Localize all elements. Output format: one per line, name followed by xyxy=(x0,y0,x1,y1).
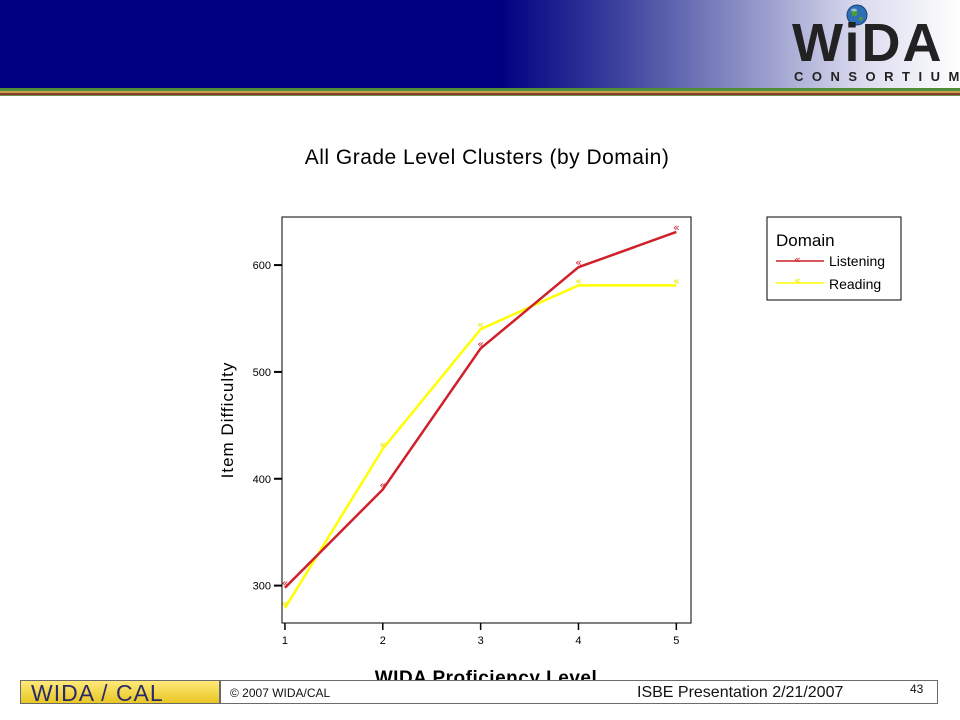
footer-bar xyxy=(220,680,938,704)
series-line-listening xyxy=(284,230,677,589)
footer-brand-box: WIDA / CAL xyxy=(20,680,220,706)
y-axis-label: Item Difficulty xyxy=(218,362,237,479)
series-point-reading: « xyxy=(282,597,289,610)
x-tick-label: 2 xyxy=(380,635,386,647)
x-ticks: 1 2 3 4 5 xyxy=(282,623,679,647)
logo-subtitle: CONSORTIUM xyxy=(794,69,960,84)
header-stripe-red xyxy=(0,93,960,95)
y-tick-label: 600 xyxy=(253,260,271,272)
legend-marker-reading: « xyxy=(794,274,801,287)
header-stripe-green xyxy=(0,88,960,91)
x-tick-label: 3 xyxy=(478,635,484,647)
series-point-reading: « xyxy=(673,274,680,287)
y-tick-label: 400 xyxy=(253,474,271,486)
legend-box xyxy=(766,216,902,301)
series-point-reading: « xyxy=(379,438,386,451)
footer-presentation: ISBE Presentation 2/21/2007 xyxy=(637,684,844,701)
series-point-listening: « xyxy=(673,221,680,234)
logo-wordmark: WiDA xyxy=(792,13,944,73)
series-point-listening: « xyxy=(575,256,582,269)
page-number: 43 xyxy=(910,682,924,696)
plot-area xyxy=(281,216,692,624)
y-ticks: 300 400 500 600 xyxy=(253,260,282,593)
y-tick-label: 300 xyxy=(253,581,271,593)
x-tick-label: 4 xyxy=(575,635,581,647)
wida-logo: WiDA CONSORTIUM xyxy=(790,4,959,89)
legend: Domain « Listening « Reading xyxy=(766,216,902,301)
legend-label-reading: Reading xyxy=(829,276,881,292)
legend-marker-listening: « xyxy=(794,253,801,266)
series-point-listening: « xyxy=(379,478,386,491)
series-line-reading xyxy=(283,284,677,609)
header-stripe-olive xyxy=(0,95,960,96)
globe-icon xyxy=(846,4,868,26)
footer-copyright: © 2007 WIDA/CAL xyxy=(230,686,331,700)
footer-brand-text: WIDA / CAL xyxy=(31,680,164,706)
header-stripe-gold xyxy=(0,91,960,93)
series-point-listening: « xyxy=(477,337,484,350)
header-banner xyxy=(0,0,960,90)
series-layer: « « « « « « « « « « xyxy=(282,221,680,610)
y-tick-label: 500 xyxy=(253,367,271,379)
x-tick-label: 1 xyxy=(282,635,288,647)
chart-title: All Grade Level Clusters (by Domain) xyxy=(305,146,670,169)
series-point-reading: « xyxy=(477,318,484,331)
series-point-reading: « xyxy=(575,274,582,287)
series-point-listening: « xyxy=(282,577,289,590)
x-tick-label: 5 xyxy=(673,635,679,647)
legend-label-listening: Listening xyxy=(829,253,885,269)
legend-title: Domain xyxy=(776,231,835,250)
